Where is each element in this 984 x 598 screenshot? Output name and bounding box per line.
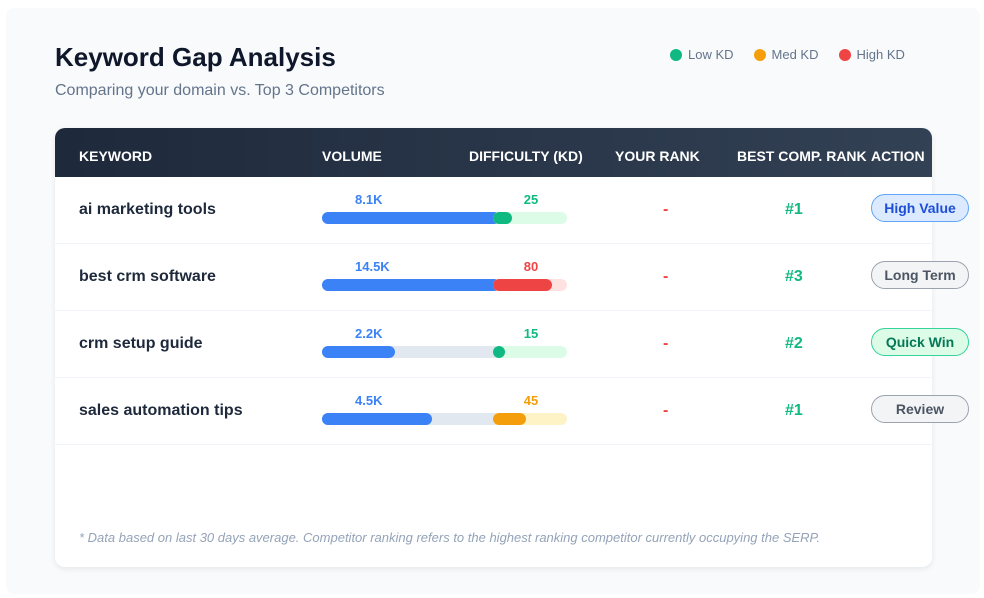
kd-bar	[493, 413, 567, 425]
volume-bar-fill	[322, 346, 395, 358]
table-row: ai marketing tools 8.1K 25 - #1 High Val…	[55, 177, 969, 244]
kd-label: 25	[523, 192, 539, 207]
volume-label: 14.5K	[355, 259, 390, 274]
legend: Low KD Med KD High KD	[670, 47, 905, 62]
footnote: * Data based on last 30 days average. Co…	[79, 530, 821, 545]
best-comp-rank-cell: #1	[785, 201, 803, 218]
volume-bar	[322, 279, 500, 291]
volume-bar-fill	[322, 413, 433, 425]
kd-bar	[493, 279, 567, 291]
keyword-table: KEYWORD VOLUME DIFFICULTY (KD) YOUR RANK…	[55, 128, 969, 567]
keyword-cell: crm setup guide	[79, 335, 203, 352]
col-your-rank: YOUR RANK	[615, 148, 700, 164]
col-action: ACTION	[871, 148, 925, 164]
volume-label: 8.1K	[355, 192, 383, 207]
dot-icon	[670, 48, 682, 61]
your-rank-cell: -	[663, 201, 669, 218]
dot-icon	[838, 48, 851, 61]
kd-label: 15	[523, 326, 539, 341]
dot-icon	[753, 48, 766, 61]
action-button[interactable]: Long Term	[871, 261, 969, 289]
table-row: sales automation tips 4.5K 45 - #1 Revie…	[55, 378, 969, 445]
action-button[interactable]: Review	[871, 395, 969, 423]
col-best-comp-rank: BEST COMP. RANK	[737, 148, 867, 164]
kd-bar-fill	[493, 279, 553, 291]
page-subtitle: Comparing your domain vs. Top 3 Competit…	[55, 82, 385, 99]
legend-item-high: High KD	[838, 47, 905, 62]
page-title: Keyword Gap Analysis	[55, 42, 336, 72]
legend-label: Low KD	[688, 47, 734, 62]
kd-bar	[493, 212, 567, 224]
kd-bar	[493, 346, 567, 358]
table-row: crm setup guide 2.2K 15 - #2 Quick Win	[55, 311, 969, 378]
keyword-cell: ai marketing tools	[79, 201, 216, 218]
action-button[interactable]: High Value	[871, 194, 969, 222]
legend-label: Med KD	[771, 47, 819, 62]
kd-label: 45	[523, 393, 539, 408]
col-keyword: KEYWORD	[79, 148, 153, 164]
best-comp-rank-cell: #3	[785, 268, 803, 285]
kd-label: 80	[523, 259, 539, 274]
volume-bar-fill	[322, 279, 500, 291]
best-comp-rank-cell: #2	[785, 335, 803, 352]
legend-item-low: Low KD	[670, 47, 734, 62]
legend-item-med: Med KD	[753, 47, 819, 62]
volume-label: 2.2K	[355, 326, 383, 341]
volume-label: 4.5K	[355, 393, 383, 408]
table-header: KEYWORD VOLUME DIFFICULTY (KD) YOUR RANK…	[55, 128, 932, 177]
kd-bar-fill	[493, 346, 505, 358]
your-rank-cell: -	[663, 335, 669, 352]
table-row: best crm software 14.5K 80 - #3 Long Ter…	[55, 244, 969, 311]
volume-bar	[322, 413, 500, 425]
col-volume: VOLUME	[322, 148, 382, 164]
volume-bar	[322, 346, 500, 358]
volume-bar-fill	[322, 212, 500, 224]
kd-bar-fill	[493, 413, 527, 425]
volume-bar	[322, 212, 500, 224]
kd-bar-fill	[493, 212, 512, 224]
action-button[interactable]: Quick Win	[871, 328, 969, 356]
your-rank-cell: -	[663, 268, 669, 285]
legend-label: High KD	[856, 47, 905, 62]
your-rank-cell: -	[663, 402, 669, 419]
best-comp-rank-cell: #1	[785, 402, 803, 419]
keyword-cell: sales automation tips	[79, 402, 243, 419]
col-difficulty: DIFFICULTY (KD)	[469, 148, 583, 164]
keyword-cell: best crm software	[79, 268, 216, 285]
